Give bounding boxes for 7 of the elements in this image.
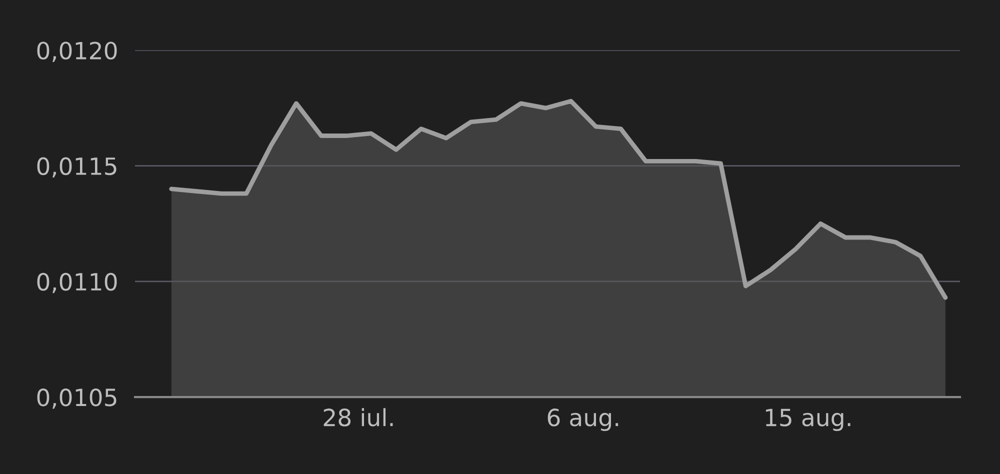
y-tick-label: 0,0115 — [37, 157, 116, 178]
y-tick-label: 0,0110 — [37, 272, 117, 294]
y-tick-label: 0,0105 — [37, 388, 116, 409]
x-tick-label: 28 iul. — [324, 408, 393, 426]
y-tick-label: 0,0120 — [37, 42, 117, 62]
x-tick-label: 6 aug. — [548, 408, 618, 431]
x-tick-label: 15 aug. — [766, 408, 850, 431]
